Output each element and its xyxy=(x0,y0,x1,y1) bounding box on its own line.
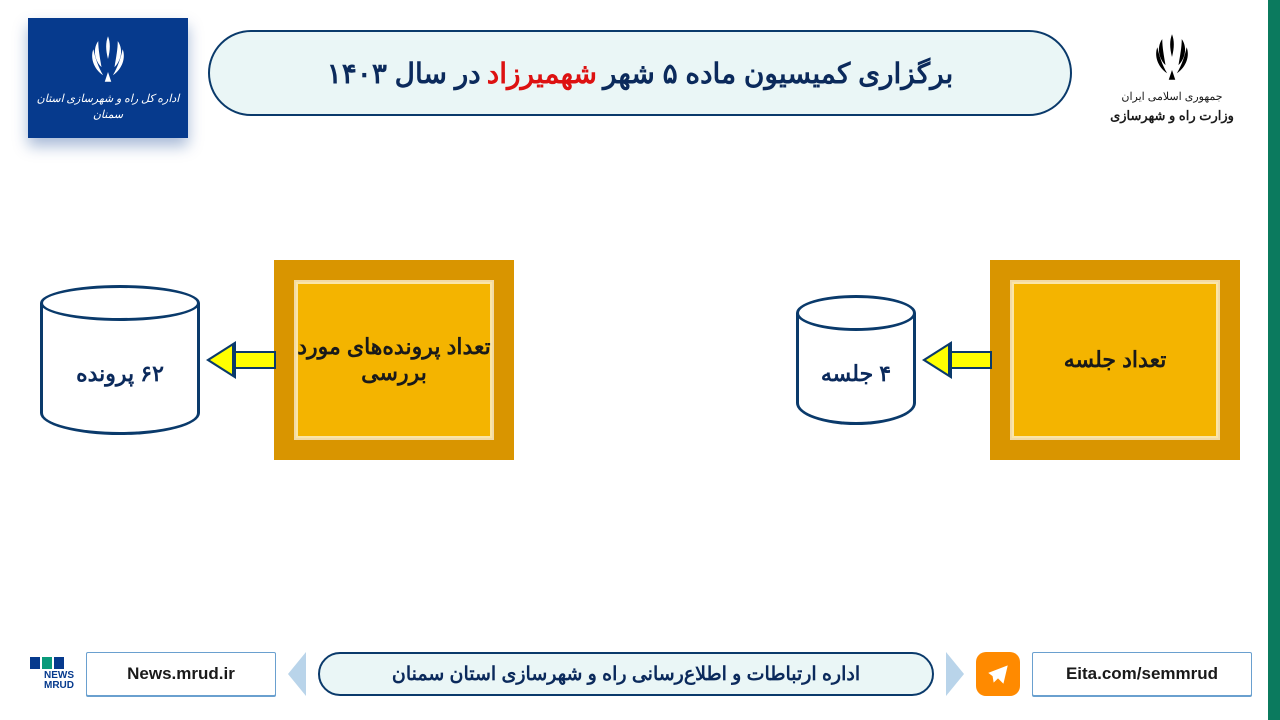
news-url: News.mrud.ir xyxy=(127,664,235,684)
chevron-left-icon xyxy=(946,652,964,696)
ministry-line1: جمهوری اسلامی ایران xyxy=(1121,89,1222,106)
arrow-icon xyxy=(206,345,276,375)
arrow-icon xyxy=(922,345,992,375)
box-sessions-label: تعداد جلسه xyxy=(1064,347,1167,373)
title-part1: برگزاری کمیسیون ماده ۵ شهر xyxy=(603,57,953,90)
box-cases: تعداد پرونده‌های مورد بررسی xyxy=(274,260,514,460)
cylinder-sessions-label: ۴ جلسه xyxy=(821,361,891,387)
cylinder-cases: ۶۲ پرونده xyxy=(40,285,200,435)
iran-emblem-icon xyxy=(1146,31,1198,83)
title-part2: در سال ۱۴۰۳ xyxy=(327,57,481,90)
cylinder-cases-label: ۶۲ پرونده xyxy=(76,361,164,387)
header: جمهوری اسلامی ایران وزارت راه و شهرسازی … xyxy=(0,0,1280,138)
page-title: برگزاری کمیسیون ماده ۵ شهر شهمیرزاد در س… xyxy=(208,30,1072,116)
footer-center: اداره ارتباطات و اطلاع‌رسانی راه و شهرسا… xyxy=(318,652,934,696)
flow-sessions: تعداد جلسه ۴ جلسه xyxy=(796,260,1240,460)
cylinder-sessions: ۴ جلسه xyxy=(796,295,916,425)
diagram: تعداد جلسه ۴ جلسه تعداد پرونده‌های مورد … xyxy=(40,260,1240,460)
side-accent xyxy=(1268,0,1280,720)
iran-emblem-icon xyxy=(82,33,134,85)
title-highlight: شهمیرزاد xyxy=(487,57,597,90)
eita-icon xyxy=(976,652,1020,696)
chevron-right-icon xyxy=(288,652,306,696)
footer: Eita.com/semmrud اداره ارتباطات و اطلاع‌… xyxy=(20,652,1252,696)
news-link[interactable]: News.mrud.ir xyxy=(86,652,276,696)
logo-ministry: جمهوری اسلامی ایران وزارت راه و شهرسازی xyxy=(1092,18,1252,138)
news-icon-label: NEWS MRUD xyxy=(20,671,74,691)
province-label: اداره کل راه و شهرسازی استان سمنان xyxy=(28,91,188,124)
footer-center-text: اداره ارتباطات و اطلاع‌رسانی راه و شهرسا… xyxy=(392,663,860,686)
ministry-line2: وزارت راه و شهرسازی xyxy=(1110,106,1234,126)
news-mrud-icon: NEWS MRUD xyxy=(20,652,74,696)
logo-province: اداره کل راه و شهرسازی استان سمنان xyxy=(28,18,188,138)
eita-link[interactable]: Eita.com/semmrud xyxy=(1032,652,1252,696)
flow-cases: تعداد پرونده‌های مورد بررسی ۶۲ پرونده xyxy=(40,260,514,460)
eita-url: Eita.com/semmrud xyxy=(1066,664,1218,684)
box-cases-label: تعداد پرونده‌های مورد بررسی xyxy=(274,334,514,386)
box-sessions: تعداد جلسه xyxy=(990,260,1240,460)
